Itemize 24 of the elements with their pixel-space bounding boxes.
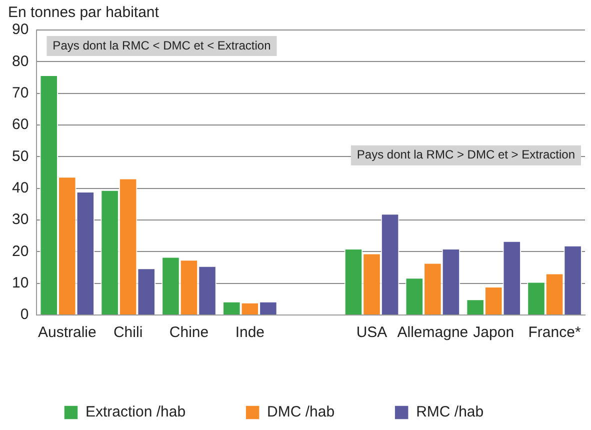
x-tick-label: Inde <box>235 324 265 342</box>
y-tick-label: 70 <box>12 84 29 102</box>
y-axis-title: En tonnes par habitant <box>8 4 159 21</box>
legend-label: Extraction /hab <box>86 404 186 421</box>
annotation: Pays dont la RMC < DMC et < Extraction <box>52 38 271 52</box>
legend-label: DMC /hab <box>267 404 335 421</box>
x-tick-label: France* <box>528 324 581 342</box>
y-tick-label: 40 <box>12 179 29 196</box>
x-tick-label: USA <box>356 324 388 342</box>
legend-label: RMC /hab <box>416 404 484 421</box>
y-tick-label: 30 <box>12 211 29 228</box>
y-tick-label: 50 <box>12 148 29 165</box>
x-tick-label: Japon <box>473 324 514 342</box>
x-tick-label: Chine <box>169 324 209 342</box>
x-tick-label: Chili <box>113 324 143 342</box>
y-tick-label: 90 <box>12 21 29 38</box>
y-tick-label: 20 <box>12 242 29 260</box>
x-tick-label: Australie <box>38 324 96 342</box>
x-tick-label: Allemagne <box>397 324 468 342</box>
y-tick-label: 80 <box>12 52 29 70</box>
y-tick-label: 10 <box>12 274 29 292</box>
annotation: Pays dont la RMC > DMC et > Extraction <box>356 148 576 162</box>
y-tick-label: 60 <box>12 116 29 134</box>
y-tick-label: 0 <box>20 306 29 324</box>
